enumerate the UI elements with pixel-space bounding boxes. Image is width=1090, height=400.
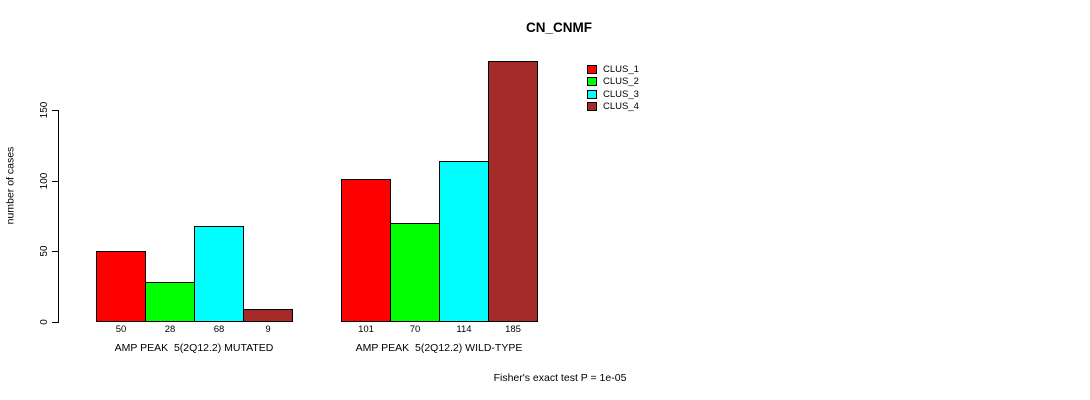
legend-swatch [587,65,597,74]
bar-value-label: 114 [456,324,472,335]
legend-label: CLUS_3 [603,88,639,100]
y-axis-tick-label: 100 [39,172,50,190]
bar-CLUS_1-group-1 [96,251,146,322]
y-axis-tick-label: 50 [39,245,50,257]
fisher-test-annotation: Fisher's exact test P = 1e-05 [493,372,627,384]
x-axis-group-label: AMP PEAK 5(2Q12.2) MUTATED [114,342,274,354]
legend-label: CLUS_1 [603,64,639,75]
legend-label: CLUS_2 [603,76,639,88]
bar-value-label: 68 [213,324,225,335]
bar-CLUS_4-group-2 [488,61,538,322]
y-axis-tick [52,251,59,252]
legend-swatch [587,77,597,87]
bar-CLUS_4-group-1 [243,309,293,322]
bar-CLUS_3-group-2 [439,161,489,322]
legend-item: CLUS_1 [587,65,639,74]
legend-item: CLUS_3 [587,90,639,99]
bar-CLUS_3-group-1 [194,226,244,322]
y-axis-line [58,110,59,323]
bar-CLUS_1-group-2 [341,179,391,322]
bar-value-label: 28 [164,324,176,335]
legend-item: CLUS_2 [587,76,639,88]
bar-value-label: 9 [265,324,271,335]
y-axis-tick [52,110,59,111]
x-axis-group-label: AMP PEAK 5(2Q12.2) WILD-TYPE [355,342,523,354]
y-axis-title: number of cases [4,146,17,225]
legend-label: CLUS_4 [603,101,639,113]
y-axis-tick-label: 150 [39,101,50,119]
bar-value-label: 70 [409,324,421,335]
y-axis-tick [52,322,59,323]
legend: CLUS_1 CLUS_2 CLUS_3 CLUS_4 [587,65,639,115]
legend-swatch [587,102,597,112]
y-axis-tick [52,181,59,182]
bar-value-label: 185 [505,324,521,335]
bar-value-label: 101 [358,324,374,335]
legend-swatch [587,89,597,99]
y-axis-tick-label: 0 [39,319,50,325]
bar-value-label: 50 [115,324,127,335]
legend-item: CLUS_4 [587,102,639,111]
chart-title: CN_CNMF [526,20,592,35]
bar-CLUS_2-group-2 [390,223,440,322]
bar-CLUS_2-group-1 [145,282,195,322]
